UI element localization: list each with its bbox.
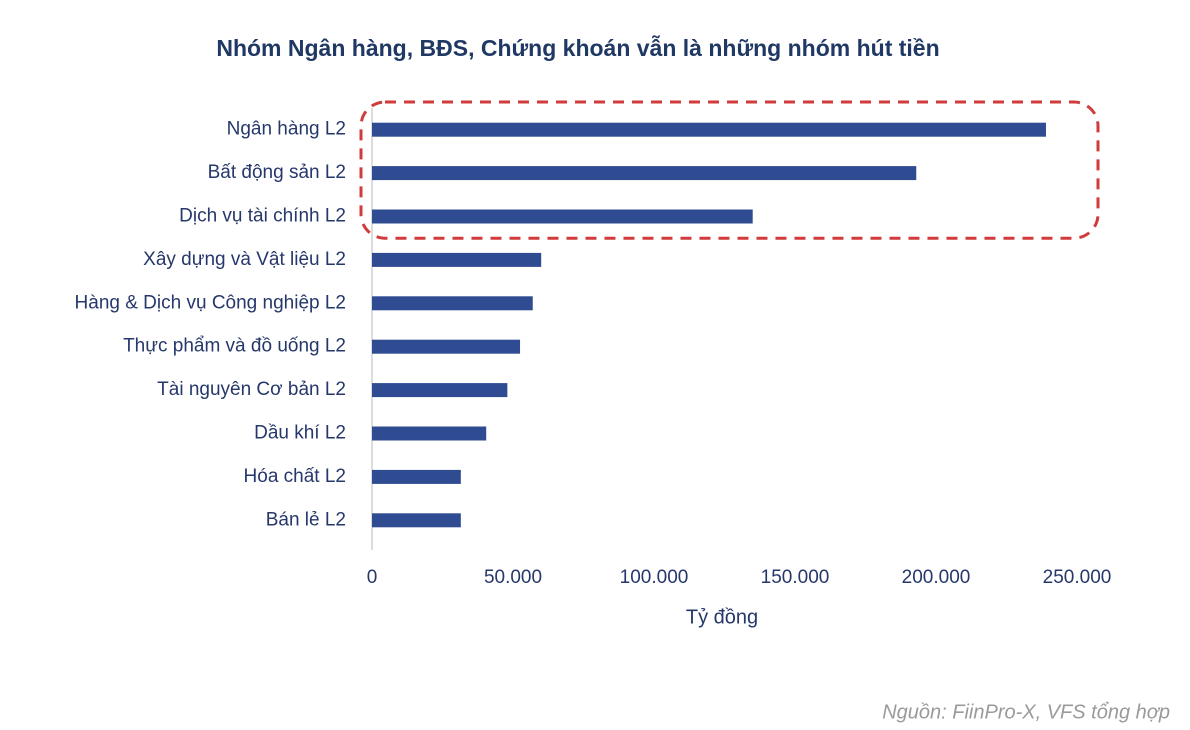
x-tick-label: 200.000: [902, 567, 971, 588]
y-tick-label: Tài nguyên Cơ bản L2: [157, 379, 346, 400]
y-tick-label: Thực phẩm và đồ uống L2: [123, 336, 346, 357]
y-tick-label: Bất động sản L2: [208, 162, 346, 183]
x-tick-label: 250.000: [1043, 567, 1112, 588]
bar: [372, 209, 753, 224]
bar: [372, 383, 508, 398]
x-tick-label: 150.000: [761, 567, 830, 588]
bar: [372, 296, 533, 311]
y-tick-label: Dịch vụ tài chính L2: [179, 206, 346, 227]
x-tick-label: 50.000: [484, 567, 542, 588]
bar: [372, 166, 917, 181]
x-tick-label: 0: [367, 567, 378, 588]
source-note: Nguồn: FiinPro-X, VFS tổng hợp: [882, 701, 1170, 723]
y-tick-label: Ngân hàng L2: [227, 119, 346, 140]
y-tick-label: Bán lẻ L2: [266, 509, 346, 530]
y-tick-label: Xây dựng và Vật liệu L2: [143, 249, 346, 270]
chart-title: Nhóm Ngân hàng, BĐS, Chứng khoán vẫn là …: [216, 34, 939, 61]
bar: [372, 426, 487, 441]
bar: [372, 469, 461, 484]
x-axis-title: Tỷ đồng: [686, 606, 758, 628]
y-tick-label: Dầu khí L2: [254, 423, 346, 444]
y-tick-label: Hóa chất L2: [244, 466, 346, 487]
highlight-box: [359, 100, 1100, 240]
bar: [372, 252, 542, 267]
bar: [372, 122, 1046, 137]
x-tick-label: 100.000: [620, 567, 689, 588]
bar: [372, 339, 521, 354]
bar: [372, 513, 461, 528]
y-tick-label: Hàng & Dịch vụ Công nghiệp L2: [75, 292, 346, 313]
